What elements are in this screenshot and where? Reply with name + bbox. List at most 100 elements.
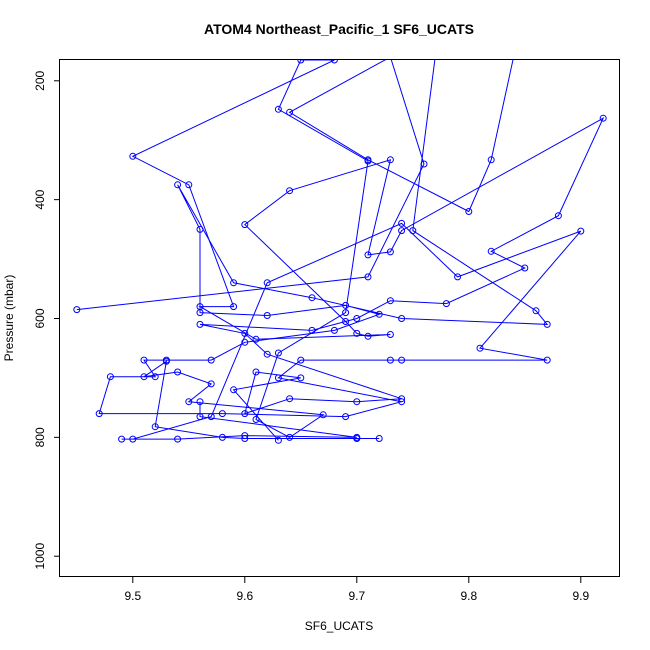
data-point	[140, 356, 148, 364]
data-point	[353, 398, 361, 406]
y-axis-label: Pressure (mbar)	[2, 275, 16, 362]
data-point	[196, 320, 204, 328]
data-point	[185, 181, 193, 189]
series-line	[131, 60, 605, 441]
data-point	[106, 373, 114, 381]
data-point	[207, 356, 215, 364]
plot-frame	[59, 59, 620, 577]
data-point	[375, 435, 383, 442]
data-point	[364, 273, 372, 281]
data-point	[386, 331, 394, 338]
data-point	[398, 315, 406, 322]
data-point	[196, 398, 204, 406]
data-point	[364, 332, 372, 340]
data-point	[297, 374, 305, 382]
data-point	[342, 413, 350, 421]
data-point	[174, 435, 182, 443]
data-point	[398, 356, 406, 364]
y-tick-label: 600	[33, 308, 47, 328]
data-point	[274, 436, 282, 444]
data-point	[274, 105, 282, 113]
x-axis-label: SF6_UCATS	[305, 619, 373, 633]
data-point	[230, 386, 238, 394]
data-point	[543, 356, 551, 364]
data-point	[174, 181, 182, 189]
data-point	[330, 60, 338, 64]
data-point	[297, 356, 305, 364]
data-point	[386, 156, 394, 164]
x-tick-label: 9.9	[572, 589, 589, 603]
y-tick-label: 400	[33, 189, 47, 209]
x-tick-label: 9.7	[348, 589, 365, 603]
data-point	[476, 344, 484, 352]
data-point	[342, 309, 350, 317]
data-point	[398, 398, 406, 406]
data-point	[151, 373, 159, 381]
data-point	[196, 225, 204, 233]
data-point	[465, 208, 473, 215]
data-point	[297, 60, 305, 64]
data-point	[274, 374, 282, 382]
data-point	[174, 368, 182, 376]
data-point	[241, 338, 249, 346]
data-point	[442, 300, 450, 308]
data-point	[274, 349, 282, 357]
data-point	[342, 301, 350, 309]
data-point	[263, 279, 271, 287]
data-point	[286, 433, 294, 441]
data-point	[207, 413, 215, 421]
data-point	[252, 416, 260, 423]
data-point	[398, 219, 406, 227]
data-point	[230, 279, 238, 287]
x-tick-label: 9.8	[460, 589, 477, 603]
data-point	[420, 160, 428, 168]
chart-title: ATOM4 Northeast_Pacific_1 SF6_UCATS	[204, 21, 474, 37]
data-point	[252, 368, 260, 376]
series-line	[76, 60, 582, 440]
data-point	[162, 356, 170, 364]
data-point	[73, 306, 81, 314]
data-point	[286, 108, 294, 116]
data-point	[196, 413, 204, 421]
data-point	[230, 303, 238, 311]
data-point	[386, 297, 394, 305]
plot-area	[73, 60, 607, 444]
x-tick-label: 9.5	[124, 589, 141, 603]
data-point	[263, 350, 271, 358]
x-tick-label: 9.6	[236, 589, 253, 603]
data-point	[263, 312, 271, 319]
data-point	[386, 356, 394, 364]
data-point	[364, 251, 372, 259]
data-point	[577, 227, 585, 235]
data-point	[487, 156, 495, 164]
data-point	[95, 410, 103, 418]
data-point	[252, 335, 260, 343]
data-point	[330, 326, 338, 334]
data-point	[454, 273, 462, 281]
data-point	[207, 380, 215, 388]
data-point	[218, 410, 226, 418]
data-point	[241, 432, 249, 440]
y-tick-label: 200	[33, 70, 47, 90]
data-point	[319, 411, 327, 419]
data-point	[599, 114, 607, 122]
data-point	[521, 264, 529, 272]
x-axis: 9.5 9.6 9.7 9.8 9.9	[124, 577, 589, 603]
data-point	[129, 152, 137, 160]
data-point	[487, 247, 495, 255]
y-tick-label: 800	[33, 427, 47, 447]
data-point	[185, 398, 193, 406]
data-point	[308, 294, 316, 302]
data-point	[532, 307, 540, 315]
y-axis: 200 400 600 800 1000	[33, 70, 60, 570]
data-point	[353, 433, 361, 441]
data-point	[286, 187, 294, 195]
data-point	[386, 248, 394, 256]
data-point	[151, 423, 159, 431]
data-point	[543, 320, 551, 328]
y-tick-label: 1000	[33, 543, 47, 570]
data-point	[196, 309, 204, 317]
data-point	[398, 227, 406, 235]
data-point	[554, 212, 562, 220]
